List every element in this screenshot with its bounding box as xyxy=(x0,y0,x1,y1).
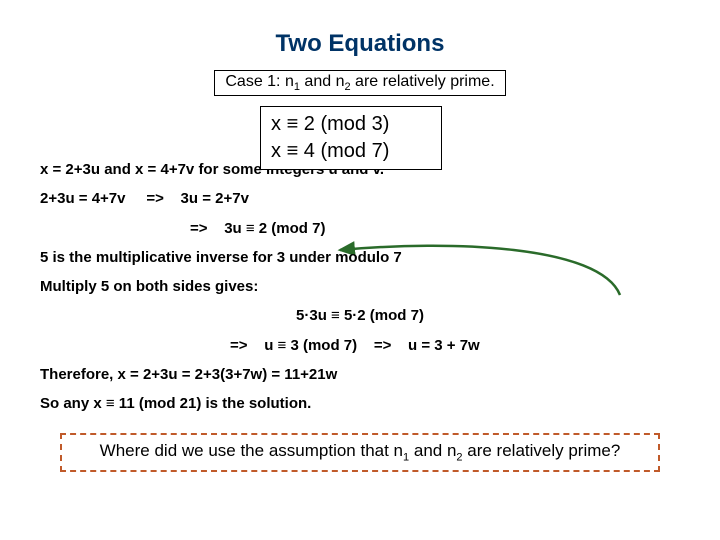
eq1-rhs: 2 (mod 3) xyxy=(298,113,389,135)
eq-line-2: x ≡ 4 (mod 7) xyxy=(271,138,431,165)
u-eq: u = 3 + 7w xyxy=(408,337,480,354)
equation-box: x ≡ 2 (mod 3) x ≡ 4 (mod 7) xyxy=(260,106,442,170)
so-c: x ≡ 11 (mod 21) is the solution. xyxy=(89,395,311,412)
case-box: Case 1: n1 and n2 are relatively prime. xyxy=(214,70,505,96)
eq2-rhs: 4 (mod 7) xyxy=(298,140,389,162)
q-a: Where did we use the assumption that n xyxy=(100,441,403,460)
line-u: => u ≡ 3 (mod 7) => u = 3 + 7w xyxy=(230,334,680,357)
case-text-1: n xyxy=(285,73,294,90)
eq2-lhs: x xyxy=(271,140,287,162)
eq-line-1: x ≡ 2 (mod 3) xyxy=(271,111,431,138)
mod7-text: 3u ≡ 2 (mod 7) xyxy=(224,220,325,237)
arrow-icon: => xyxy=(146,190,164,207)
arrow-icon: => xyxy=(374,337,392,354)
q-c: are relatively prime? xyxy=(463,441,621,460)
congr-icon: ≡ xyxy=(287,113,299,135)
body-text: x = 2+3u and x = 4+7v for some integers … xyxy=(40,158,680,415)
line-53u: 5·3u ≡ 5·2 (mod 7) xyxy=(40,304,680,327)
line-therefore: Therefore, x = 2+3u = 2+3(3+7w) = 11+21w xyxy=(40,363,680,386)
equate-right: 3u = 2+7v xyxy=(181,190,249,207)
question-box: Where did we use the assumption that n1 … xyxy=(60,433,660,471)
line-mod7: => 3u ≡ 2 (mod 7) xyxy=(190,217,680,240)
case-text-2: and n xyxy=(300,73,344,90)
line-equate: 2+3u = 4+7v => 3u = 2+7v xyxy=(40,187,680,210)
q-b: and n xyxy=(409,441,456,460)
case-text-3: are relatively prime. xyxy=(351,73,495,90)
equate-left: 2+3u = 4+7v xyxy=(40,190,126,207)
slide-title: Two Equations xyxy=(40,30,680,58)
line-solution: So any x ≡ 11 (mod 21) is the solution. xyxy=(40,392,680,415)
so-any: any xyxy=(63,395,89,412)
arrow-icon: => xyxy=(190,220,208,237)
line-multiply: Multiply 5 on both sides gives: xyxy=(40,275,680,298)
line-inverse: 5 is the multiplicative inverse for 3 un… xyxy=(40,246,680,269)
slide: Two Equations Case 1: n1 and n2 are rela… xyxy=(0,0,720,540)
congr-icon: ≡ xyxy=(287,140,299,162)
eq1-lhs: x xyxy=(271,113,287,135)
arrow-icon: => xyxy=(230,337,248,354)
so-a: So xyxy=(40,395,63,412)
case-label: Case 1: xyxy=(225,73,280,90)
u-mod: u ≡ 3 (mod 7) xyxy=(264,337,357,354)
